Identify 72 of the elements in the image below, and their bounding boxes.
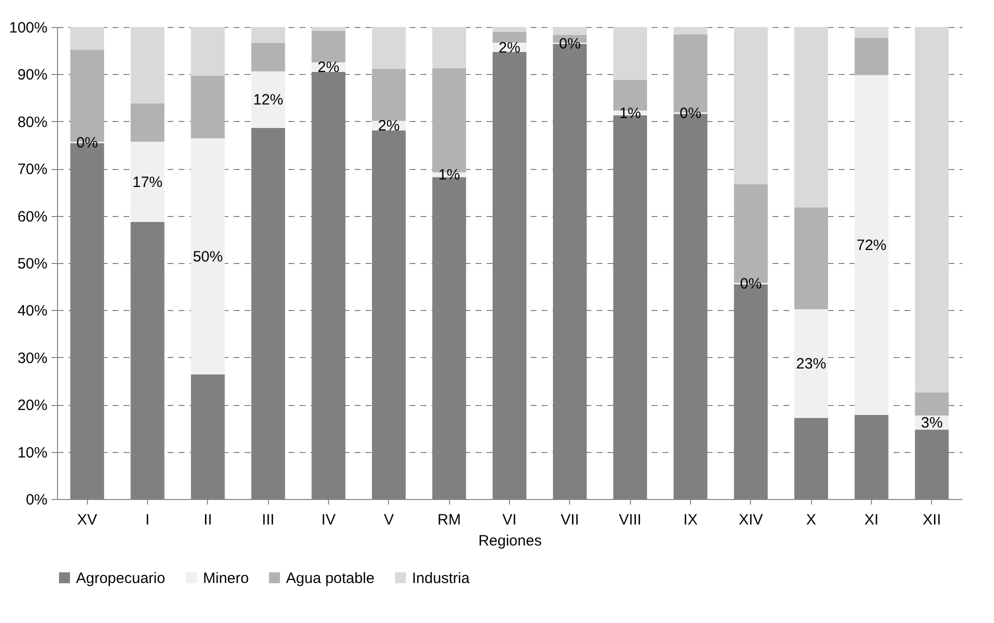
bar	[312, 30, 346, 62]
y-tick-label: 70%	[17, 161, 48, 178]
data-label: 1%	[619, 104, 642, 122]
bar	[312, 27, 346, 31]
bar	[734, 27, 768, 184]
legend-label: Minero	[203, 570, 249, 587]
bar	[492, 32, 526, 43]
x-tick-label: VIII	[618, 512, 642, 528]
bar	[794, 27, 828, 208]
bar	[190, 76, 225, 138]
bar	[130, 142, 164, 222]
bar	[552, 27, 587, 36]
x-tick-label: VII	[560, 512, 580, 528]
data-label: 72%	[856, 237, 887, 254]
legend-label: Industria	[412, 570, 470, 587]
data-label: 0%	[76, 134, 98, 152]
data-label: 2%	[498, 39, 520, 56]
x-tick-label: XII	[922, 512, 942, 528]
x-tick-label: IX	[683, 512, 698, 528]
bar	[492, 27, 526, 32]
bar	[914, 392, 949, 416]
legend-label: Agua potable	[286, 570, 374, 587]
data-label: 2%	[318, 59, 340, 76]
y-tick-label: 80%	[17, 114, 48, 131]
x-tick-label: RM	[438, 512, 461, 528]
x-tick-label: X	[806, 512, 816, 528]
y-tick-label: 90%	[17, 66, 48, 84]
data-label: 50%	[192, 248, 223, 266]
data-label: 3%	[920, 414, 943, 432]
data-label: 23%	[796, 356, 826, 373]
y-tick-label: 20%	[17, 397, 48, 414]
bar	[674, 27, 708, 35]
x-axis-title: Regiones	[478, 532, 542, 550]
bar	[854, 27, 888, 38]
bar	[914, 27, 949, 392]
bar	[251, 27, 286, 44]
bar	[854, 38, 888, 76]
bar	[130, 27, 164, 104]
x-tick-label: XI	[864, 512, 879, 528]
x-tick-label: IV	[321, 512, 336, 528]
data-label: 2%	[378, 118, 400, 135]
bar	[70, 27, 104, 50]
bar	[190, 27, 225, 76]
bar	[854, 75, 888, 415]
data-label: 1%	[438, 166, 460, 184]
legend-label: Agropecuario	[76, 570, 166, 587]
bar	[432, 27, 466, 68]
bar	[794, 207, 828, 310]
x-tick-label: VI	[502, 512, 517, 528]
y-tick-label: 40%	[17, 302, 48, 320]
y-tick-label: 0%	[26, 492, 48, 508]
bar	[372, 27, 406, 70]
bar	[794, 309, 828, 418]
y-tick-label: 30%	[17, 350, 48, 367]
y-tick-label: 100%	[9, 20, 48, 36]
bar	[251, 71, 286, 128]
x-tick-label: XV	[77, 512, 98, 528]
bar	[251, 43, 286, 72]
bar	[190, 138, 225, 374]
x-tick-label: I	[145, 512, 150, 528]
bar	[130, 103, 164, 142]
y-tick-label: 50%	[17, 256, 48, 272]
x-tick-label: II	[204, 512, 212, 528]
data-label: 12%	[253, 92, 284, 109]
x-tick-label: V	[384, 512, 394, 528]
bar	[372, 69, 406, 121]
y-tick-label: 10%	[17, 444, 48, 462]
y-tick-label: 60%	[17, 208, 48, 226]
x-tick-label: XIV	[738, 512, 763, 528]
data-label: 17%	[132, 174, 163, 191]
bar	[613, 27, 648, 80]
x-tick-label: III	[262, 512, 274, 528]
